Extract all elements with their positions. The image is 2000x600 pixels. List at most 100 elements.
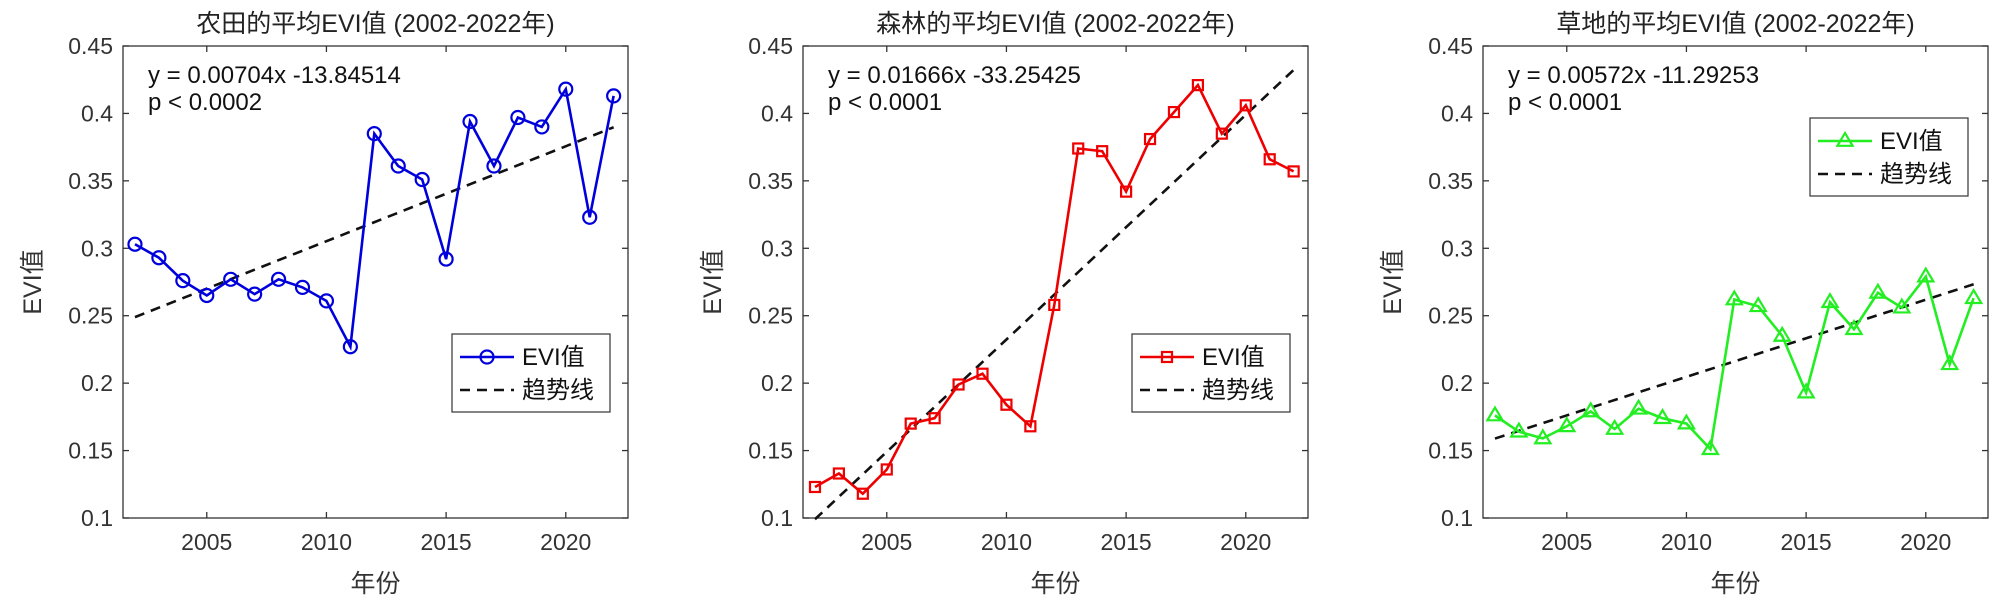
legend-box: [1131, 333, 1291, 413]
y-tick-label: 0.1: [81, 505, 113, 531]
data-point: [223, 271, 239, 287]
data-point: [151, 250, 167, 266]
data-point: [606, 88, 622, 104]
data-point: [1191, 79, 1205, 92]
data-point: [1509, 421, 1529, 438]
p-value-annotation: p < 0.0001: [828, 89, 942, 116]
data-point: [1215, 127, 1228, 140]
data-point: [270, 271, 287, 287]
legend-box: [1809, 117, 1969, 197]
data-point: [175, 273, 191, 289]
trend-line: [134, 126, 615, 319]
y-tick-label: 0.45: [748, 33, 793, 59]
data-point: [1772, 325, 1792, 342]
y-tick-label: 0.35: [1428, 168, 1473, 194]
data-point: [438, 251, 454, 267]
y-tick-label: 0.2: [1441, 370, 1473, 396]
y-tick-label: 0.15: [1428, 438, 1473, 464]
y-axis-label: EVI值: [699, 249, 727, 314]
data-point: [1239, 99, 1252, 112]
x-axis-label: 年份: [1710, 570, 1760, 598]
data-point: [1096, 145, 1109, 158]
chart-title: 森林的平均EVI值 (2002-2022年): [876, 10, 1234, 38]
data-point: [1287, 165, 1300, 178]
data-point: [294, 279, 311, 295]
data-point: [318, 293, 335, 309]
x-tick-label: 2015: [421, 529, 472, 555]
y-tick-label: 0.25: [68, 303, 113, 329]
legend-series-label: EVI值: [522, 344, 585, 371]
y-tick-label: 0.45: [68, 33, 113, 59]
x-tick-label: 2020: [1220, 529, 1271, 555]
equation-annotation: y = 0.00572x -11.29253: [1508, 62, 1759, 89]
y-tick-label: 0.2: [761, 370, 793, 396]
plot-area: [122, 45, 629, 519]
data-point: [1652, 408, 1673, 425]
chart-title: 草地的平均EVI值 (2002-2022年): [1556, 10, 1914, 38]
x-tick-label: 2020: [540, 529, 591, 555]
data-point: [1796, 382, 1816, 399]
chart-panel-3: 草地的平均EVI值 (2002-2022年) 0.1 0.15 0.2 0.25 0.3 0…: [1379, 10, 1989, 598]
data-point: [582, 209, 598, 225]
x-tick-label: 2005: [181, 529, 232, 555]
data-point: [1700, 439, 1720, 456]
data-point: [342, 339, 358, 355]
y-tick-label: 0.3: [1441, 235, 1473, 261]
data-point: [880, 463, 893, 476]
legend-series-marker: [1835, 130, 1855, 147]
legend-trend-label: 趋势线: [522, 377, 594, 404]
data-point: [1892, 297, 1912, 314]
data-point: [1844, 319, 1864, 336]
data-point: [1048, 298, 1061, 312]
data-point: [390, 158, 406, 174]
x-tick-label: 2015: [1101, 529, 1152, 555]
y-tick-label: 0.15: [748, 438, 793, 464]
plot-area: [802, 45, 1309, 519]
data-point: [1748, 296, 1768, 313]
legend-series-marker: [479, 349, 495, 365]
y-axis-label: EVI值: [1379, 249, 1407, 314]
y-tick-label: 0.25: [748, 303, 793, 329]
y-tick-label: 0.25: [1428, 303, 1473, 329]
data-point: [1072, 142, 1085, 155]
y-tick-label: 0.35: [748, 168, 793, 194]
data-point: [904, 417, 917, 430]
legend-trend-label: 趋势线: [1880, 161, 1952, 188]
data-point: [976, 367, 989, 380]
data-point: [1167, 105, 1181, 119]
y-tick-label: 0.45: [1428, 33, 1473, 59]
data-point: [1557, 416, 1577, 433]
y-tick-label: 0.3: [761, 235, 793, 261]
data-point: [534, 119, 550, 135]
plot-area: [1482, 45, 1989, 519]
data-point: [1000, 398, 1013, 411]
legend-series-marker: [1160, 350, 1174, 364]
x-tick-label: 2005: [861, 529, 912, 555]
legend-series-label: EVI值: [1880, 128, 1943, 155]
legend-trend-label: 趋势线: [1202, 377, 1274, 404]
y-tick-label: 0.1: [761, 505, 793, 531]
data-point: [1024, 420, 1037, 433]
data-point: [1143, 132, 1157, 146]
data-point: [952, 378, 965, 391]
series-line: [814, 82, 1295, 496]
data-point: [366, 126, 382, 142]
legend-box: [451, 333, 611, 413]
legend-series-label: EVI值: [1202, 344, 1265, 371]
data-point: [510, 109, 526, 126]
p-value-annotation: p < 0.0001: [1508, 89, 1622, 116]
y-tick-label: 0.4: [761, 100, 793, 126]
data-point: [199, 287, 215, 304]
equation-annotation: y = 0.01666x -33.25425: [828, 62, 1081, 89]
data-point: [1263, 153, 1276, 166]
x-tick-label: 2010: [981, 529, 1032, 555]
data-point: [127, 236, 143, 252]
data-point: [856, 487, 869, 500]
data-point: [1964, 288, 1984, 305]
data-point: [1820, 292, 1840, 309]
data-point: [414, 171, 430, 188]
chart-panel-2: 森林的平均EVI值 (2002-2022年) 0.1 0.15 0.2 0.25 0.3 0…: [699, 10, 1309, 598]
